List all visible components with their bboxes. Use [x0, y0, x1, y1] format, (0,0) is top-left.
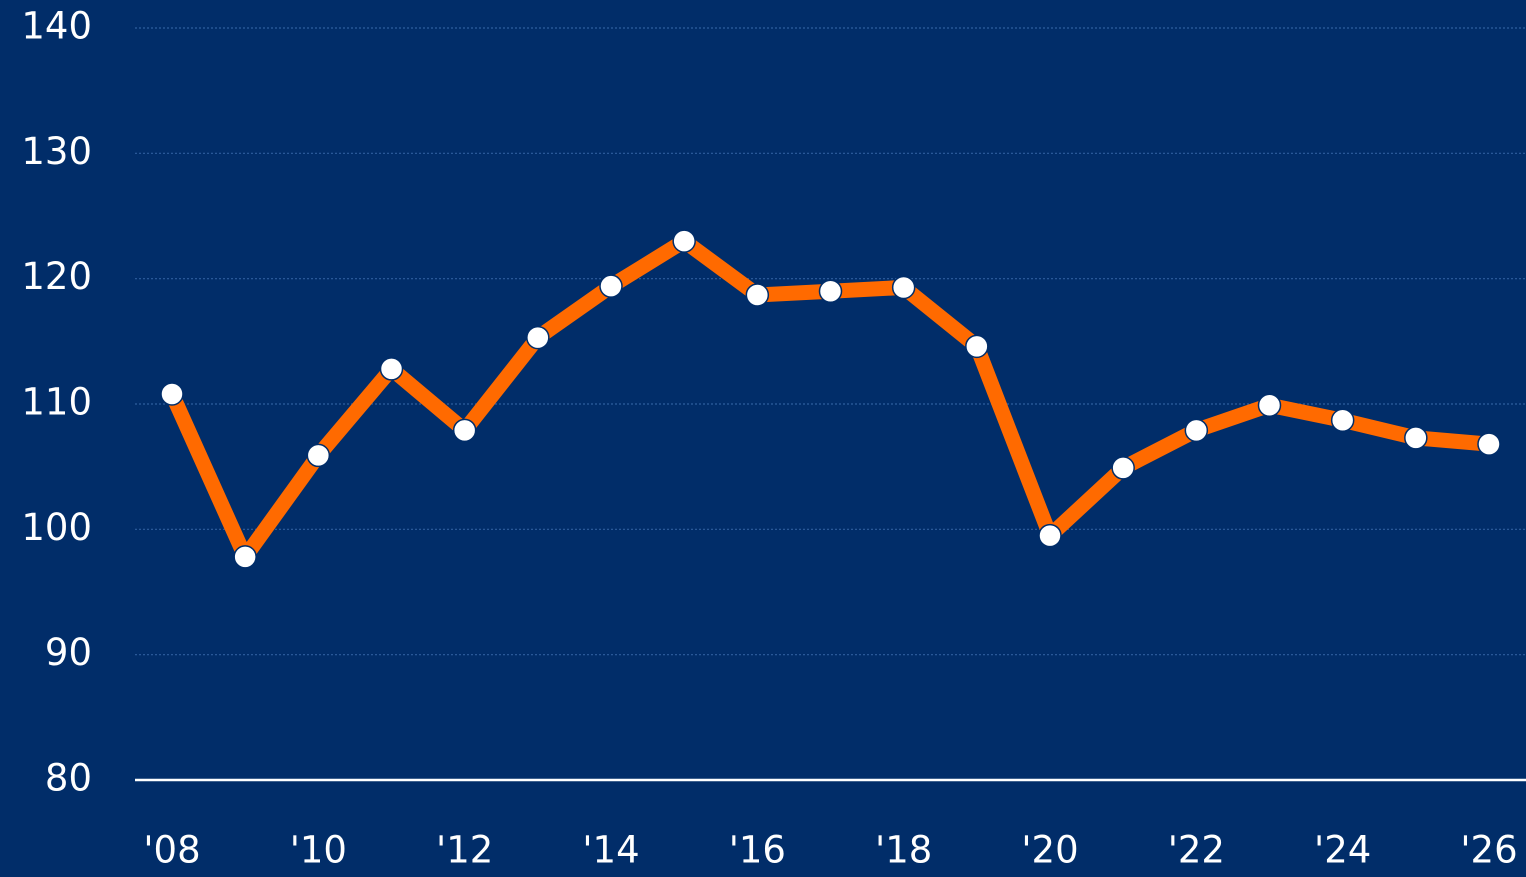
point [1330, 408, 1355, 433]
point [599, 274, 623, 298]
y-tick-label: 100 [21, 506, 92, 549]
x-tick-label: '10 [290, 829, 347, 872]
y-tick-label: 130 [21, 130, 92, 173]
point [233, 545, 257, 569]
point [965, 334, 989, 359]
x-tick-label: '18 [875, 829, 932, 872]
point [745, 283, 770, 307]
x-tick-label: '24 [1314, 829, 1371, 872]
x-tick-label: '12 [436, 829, 493, 872]
point [1477, 432, 1501, 456]
point [306, 443, 331, 468]
point [379, 357, 404, 381]
point [1111, 456, 1135, 480]
point [818, 279, 843, 303]
x-tick-label: '08 [143, 829, 200, 872]
y-tick-label: 140 [21, 5, 92, 48]
point [1257, 393, 1282, 418]
y-tick-label: 110 [21, 381, 92, 424]
point [1038, 523, 1062, 548]
x-tick-label: '22 [1168, 829, 1225, 872]
x-tick-label: '26 [1460, 829, 1517, 872]
y-tick-label: 90 [45, 631, 92, 674]
point [160, 382, 184, 406]
x-tick-label: '14 [582, 829, 639, 872]
point [1184, 418, 1209, 443]
y-tick-label: 120 [21, 255, 92, 298]
y-tick-label: 80 [45, 757, 92, 800]
x-tick-label: '16 [729, 829, 786, 872]
point [891, 275, 916, 300]
point [526, 325, 550, 350]
point [452, 418, 477, 443]
x-tick-label: '20 [1021, 829, 1078, 872]
point [672, 229, 696, 253]
point [1404, 426, 1428, 450]
